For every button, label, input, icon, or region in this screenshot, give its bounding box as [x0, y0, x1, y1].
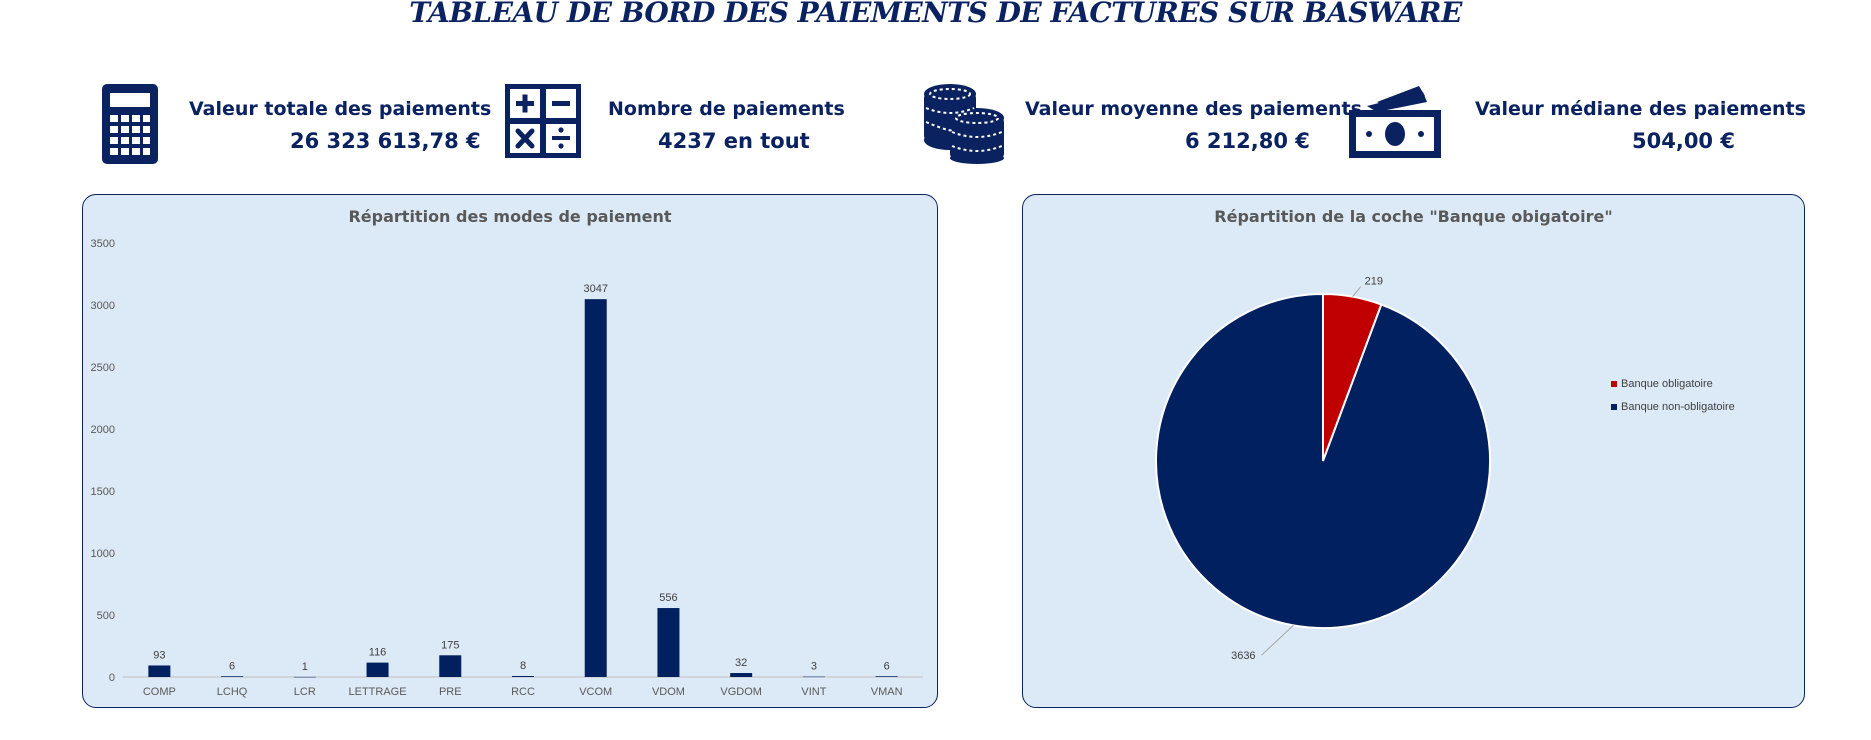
legend-label: Banque obligatoire	[1621, 378, 1713, 390]
kpi-average-label: Valeur moyenne des paiements	[1025, 98, 1362, 120]
y-tick-label: 1500	[91, 486, 115, 498]
x-tick-label: VMAN	[871, 686, 903, 698]
calculator-icon	[102, 84, 158, 164]
x-tick-label: COMP	[143, 686, 176, 698]
x-tick-label: VDOM	[652, 686, 685, 698]
pie-leader-line	[1261, 624, 1294, 656]
pie-chart-title: Répartition de la coche "Banque obigatoi…	[1214, 207, 1613, 226]
kpi-median-value: 504,00 €	[1632, 129, 1735, 153]
bar-vgdom	[730, 673, 753, 677]
bar-vman	[875, 676, 898, 677]
x-tick-label: LETTRAGE	[349, 686, 407, 698]
bar-data-label: 3047	[583, 283, 607, 295]
y-tick-label: 500	[97, 610, 115, 622]
kpi-median-label: Valeur médiane des paiements	[1475, 98, 1806, 120]
bar-lcr	[293, 676, 316, 678]
x-tick-label: VINT	[801, 686, 826, 698]
legend-swatch	[1611, 381, 1617, 387]
bar-data-label: 116	[369, 647, 387, 659]
y-tick-label: 3000	[91, 300, 115, 312]
math-operators-icon	[505, 84, 581, 158]
x-tick-label: LCHQ	[217, 686, 248, 698]
bar-data-label: 8	[520, 660, 526, 672]
pie-slice	[1155, 292, 1491, 629]
pie-chart-panel: Répartition de la coche "Banque obigatoi…	[1022, 194, 1805, 708]
bar-pre	[439, 655, 462, 677]
y-tick-label: 2500	[91, 362, 115, 374]
bar-data-label: 93	[153, 649, 165, 661]
bar-vcom	[584, 299, 607, 677]
dashboard-title: TABLEAU DE BORD DES PAIEMENTS DE FACTURE…	[409, 0, 1462, 29]
kpi-average-value: 6 212,80 €	[1185, 129, 1310, 153]
bar-vint	[802, 676, 825, 678]
bar-data-label: 6	[884, 660, 890, 672]
pie-leader-line	[1352, 286, 1362, 297]
pie-chart: 219 3636 Banque obligatoire Banque non-obli…	[1155, 276, 1735, 662]
banknotes-icon	[1349, 86, 1441, 158]
x-tick-label: PRE	[439, 686, 462, 698]
kpi-total-label: Valeur totale des paiements	[189, 98, 492, 120]
x-tick-label: VGDOM	[720, 686, 762, 698]
bar-data-label: 1	[302, 661, 308, 673]
y-tick-label: 2000	[91, 424, 115, 436]
kpi-count-value: 4237 en tout	[658, 129, 810, 153]
kpi-total-value-text: 26 323 613,78 €	[290, 129, 481, 153]
legend-swatch	[1611, 404, 1617, 410]
bar-chart: 0 500 1000 1500 2000 2500 3000 3500 93 COMP 6 LCHQ 1…	[91, 238, 923, 698]
coins-icon	[924, 84, 1004, 164]
kpi-count-label: Nombre de paiements	[608, 98, 845, 120]
bar-rcc	[512, 676, 534, 677]
pie-data-label: 3636	[1231, 650, 1255, 662]
bar-lchq	[221, 676, 244, 677]
x-tick-label: RCC	[511, 686, 535, 698]
bar-vdom	[657, 608, 680, 677]
y-tick-label: 1000	[91, 548, 115, 560]
bar-comp	[148, 665, 171, 677]
bar-chart-title: Répartition des modes de paiement	[348, 207, 672, 226]
y-tick-label: 0	[109, 672, 115, 684]
bar-data-label: 32	[735, 657, 747, 669]
bar-data-label: 556	[659, 592, 677, 604]
bar-data-label: 3	[811, 661, 817, 673]
bar-chart-panel: Répartition des modes de paiement 0 500 10…	[82, 194, 938, 708]
bar-lettrage	[366, 662, 389, 677]
bar-data-label: 175	[441, 639, 459, 651]
y-tick-label: 3500	[91, 238, 115, 250]
bar-data-label: 6	[229, 660, 235, 672]
x-tick-label: LCR	[294, 686, 316, 698]
x-tick-label: VCOM	[579, 686, 612, 698]
pie-data-label: 219	[1365, 276, 1383, 288]
legend-label: Banque non-obligatoire	[1621, 401, 1735, 413]
